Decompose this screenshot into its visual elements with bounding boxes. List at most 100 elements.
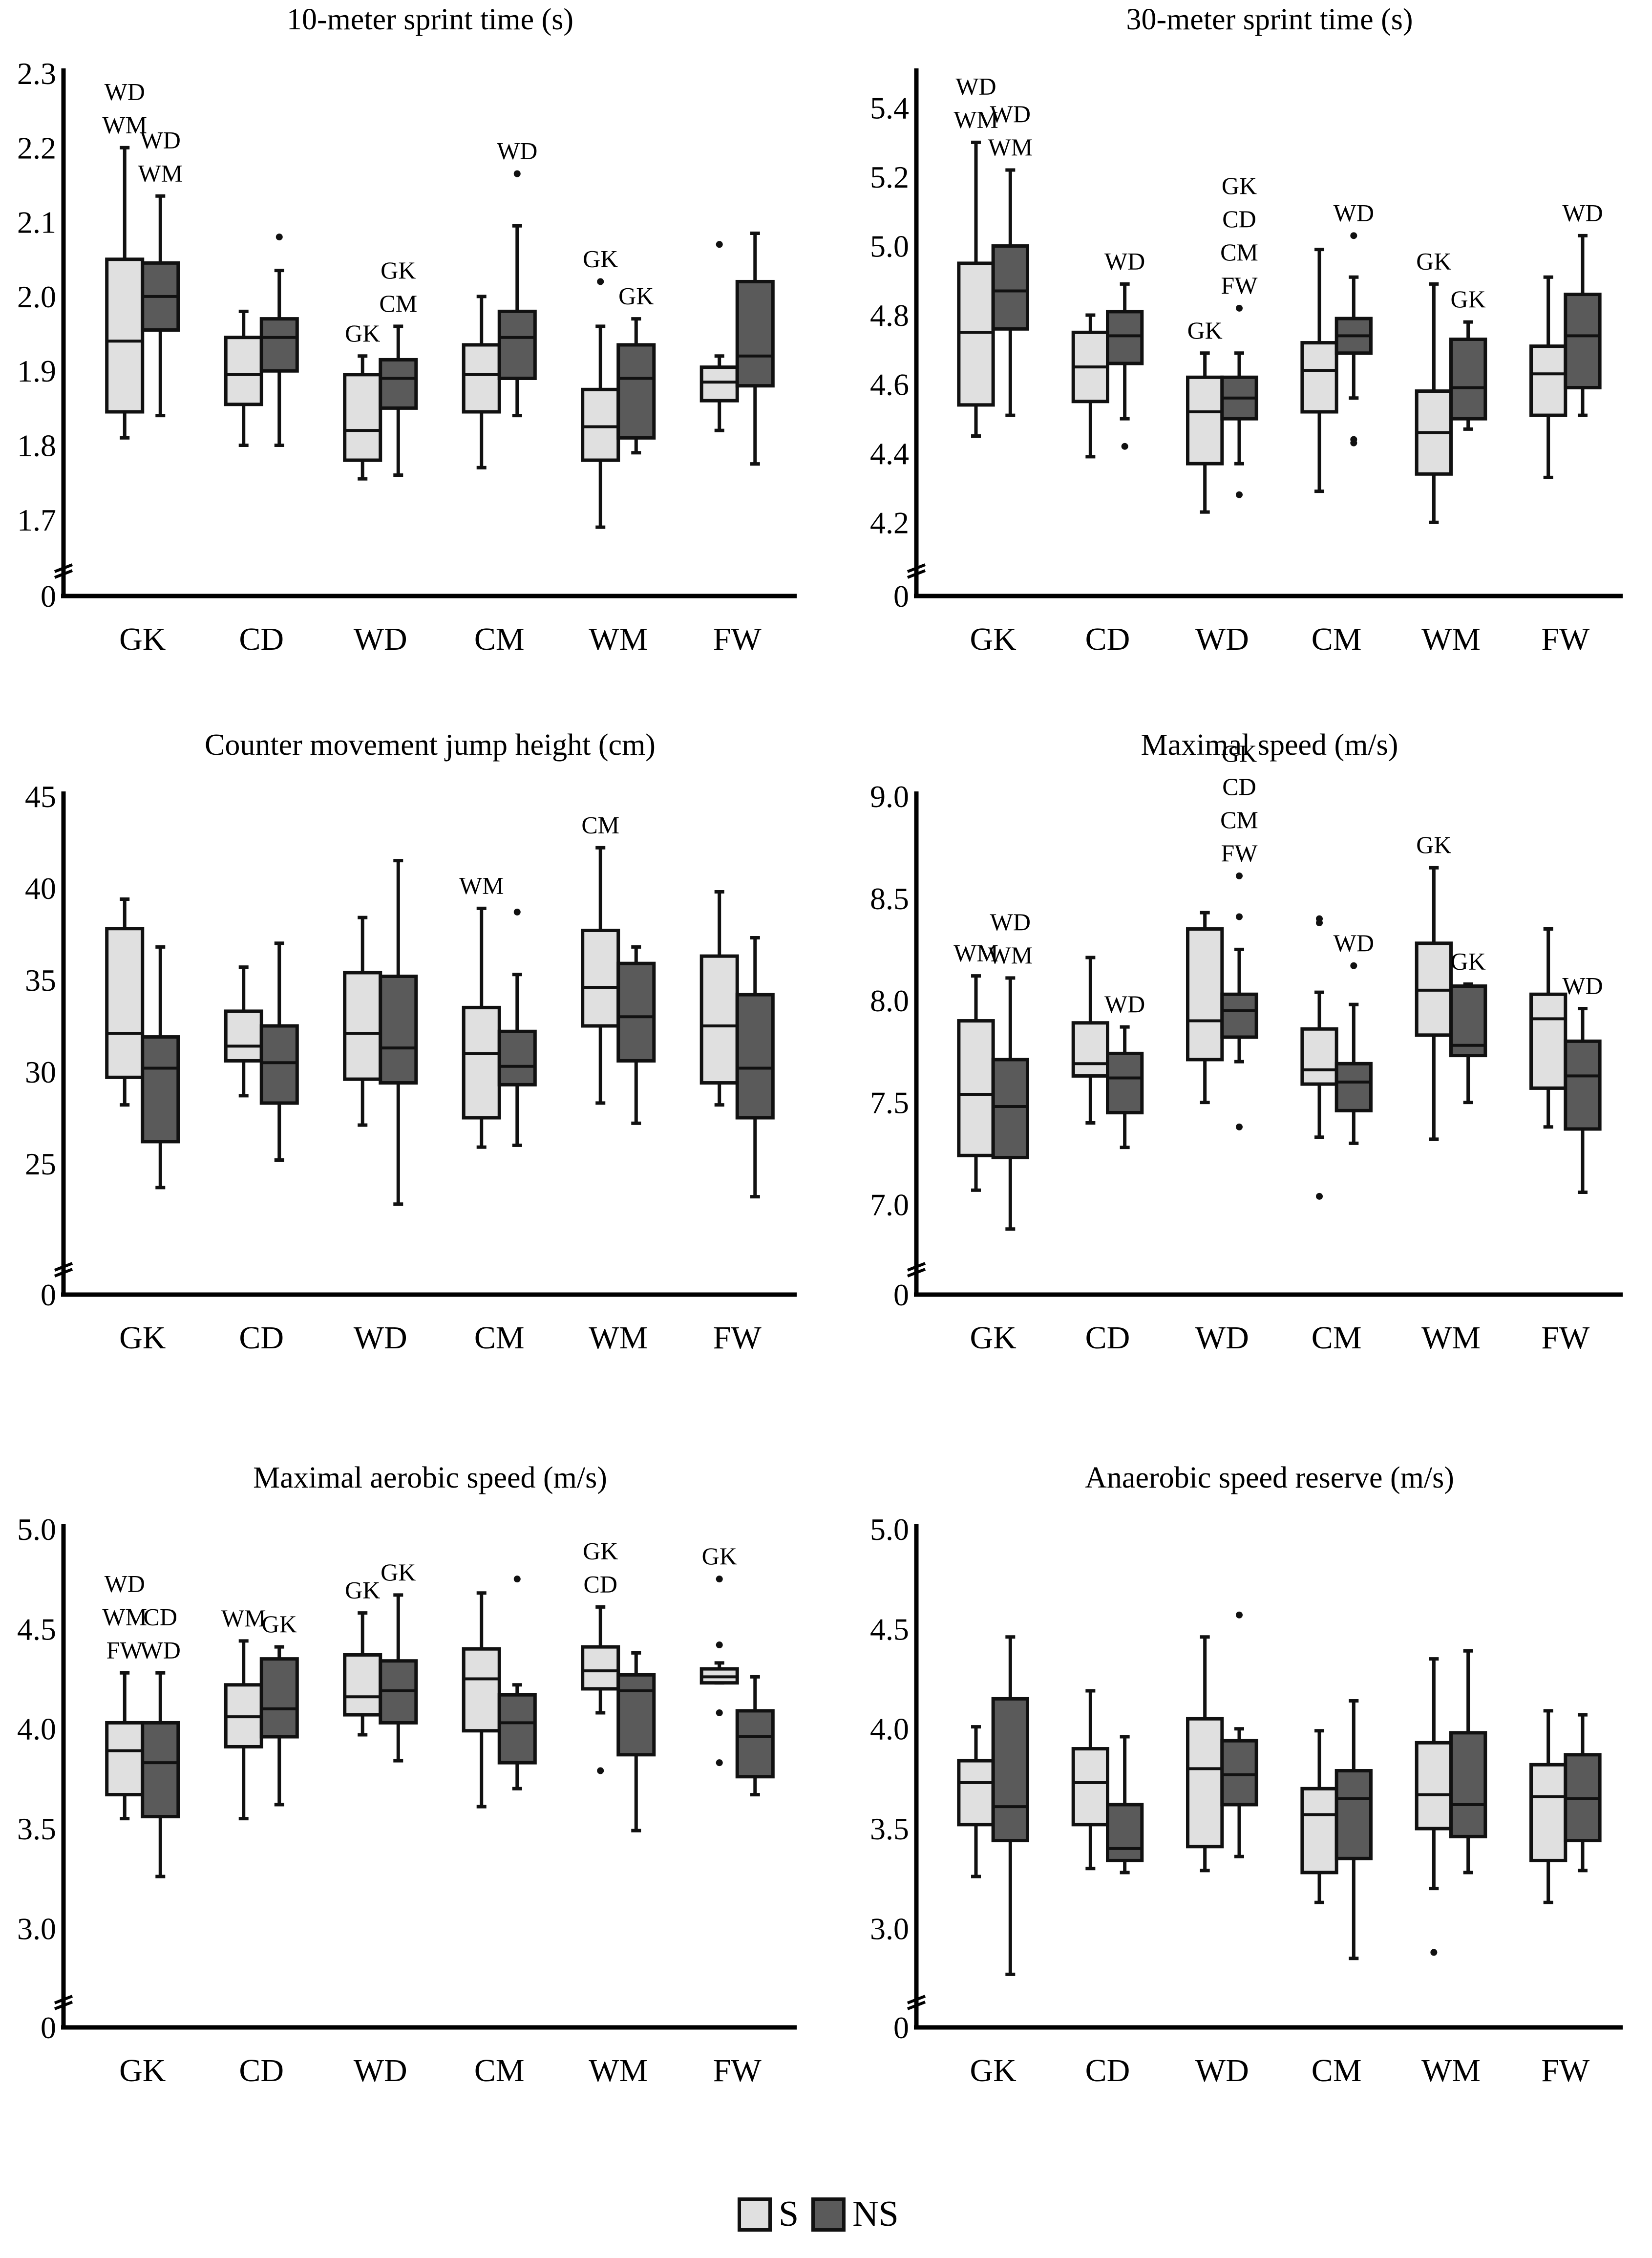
box-s — [462, 295, 501, 469]
iqr-box — [581, 928, 620, 1028]
box-s — [1529, 1709, 1567, 1904]
x-tick-label: CM — [1312, 1320, 1362, 1356]
iqr-box — [1220, 992, 1258, 1039]
y-tick-label: 2.0 — [17, 279, 56, 314]
box-ns — [379, 859, 418, 1206]
y-tick-label: 35 — [25, 963, 56, 998]
chart-svg: Anaerobic speed reserve (m/s) 0 3.0 3.5 4.0 4… — [870, 1461, 1623, 2088]
y-tick-label: 1.8 — [17, 428, 56, 463]
iqr-box — [1564, 293, 1602, 389]
panel-anaerobic-speed-reserve: Anaerobic speed reserve (m/s) 0 3.0 3.5 4.0 4… — [826, 1441, 1652, 2174]
box-s — [224, 965, 263, 1098]
significance-annotation: GK — [702, 1542, 737, 1570]
panel-30m-sprint: 30-meter sprint time (s) 0 4.2 4.4 4.6 4.8 5.0… — [826, 0, 1652, 708]
outlier-point — [1430, 1949, 1438, 1956]
outlier-point — [1235, 913, 1243, 920]
iqr-box — [1564, 1039, 1602, 1131]
box-ns: WD — [1562, 972, 1603, 1194]
significance-annotation: WM — [221, 1604, 266, 1632]
significance-annotation: GK — [1222, 172, 1257, 199]
significance-annotation: WD — [1334, 199, 1374, 226]
box-ns: WD — [497, 137, 537, 418]
box-s: WD WM — [953, 72, 998, 438]
x-tick-label: GK — [119, 2053, 166, 2088]
significance-annotation: WD — [1562, 199, 1603, 226]
box-s: GK — [1415, 247, 1453, 524]
panel-10m-sprint: 10-meter sprint time (s) 0 1.7 1.8 1.9 2.0 2.1… — [0, 0, 826, 708]
x-tick-label: GK — [970, 1320, 1017, 1356]
iqr-box — [1071, 1747, 1110, 1827]
y-tick-label: 2.1 — [17, 205, 56, 240]
iqr-box — [735, 993, 775, 1120]
significance-annotation: WD — [140, 1636, 181, 1663]
significance-annotation: GK — [1451, 947, 1486, 975]
box-s — [224, 309, 263, 447]
box-ns — [1106, 1735, 1144, 1875]
iqr-box — [1220, 1739, 1258, 1807]
x-tick-label: GK — [119, 621, 166, 657]
y-tick-label: 7.5 — [870, 1086, 909, 1120]
box-s: WD WM — [102, 78, 147, 440]
outlier-point — [716, 1576, 723, 1583]
panel-maximal-aerobic-speed: Maximal aerobic speed (m/s) 0 3.0 3.5 4.0 4.5… — [0, 1441, 826, 2174]
significance-annotation: GK — [1187, 317, 1223, 344]
outlier-point — [1316, 1193, 1323, 1200]
significance-annotation: GK — [583, 1537, 618, 1564]
outlier-point — [1316, 919, 1323, 927]
significance-annotation: CD — [1222, 205, 1256, 233]
outlier-point — [716, 241, 723, 248]
iqr-box — [462, 1647, 501, 1733]
box-s — [105, 897, 145, 1107]
y-tick-label: 7.0 — [870, 1188, 909, 1222]
outlier-point — [716, 1641, 723, 1649]
iqr-box — [1334, 1062, 1373, 1112]
significance-annotation: CD — [583, 1570, 617, 1598]
iqr-box — [991, 1058, 1029, 1159]
chart-title: Maximal aerobic speed (m/s) — [253, 1461, 607, 1494]
chart-svg: Maximal speed (m/s)07.07.58.08.59.0GKWMW… — [870, 728, 1623, 1356]
outlier-point — [513, 1576, 521, 1583]
box-s — [699, 890, 739, 1107]
axis-break-mark — [907, 569, 926, 579]
significance-annotation: CM — [379, 290, 417, 317]
box-s: WM — [953, 939, 998, 1192]
panel-cmj-height: Counter movement jump height (cm) 0 25 30 35… — [0, 708, 826, 1441]
significance-annotation: GK — [1222, 740, 1257, 767]
box-ns: GK — [616, 282, 656, 455]
outlier-point — [1350, 232, 1357, 239]
box-ns: WD WM — [138, 126, 183, 418]
significance-annotation: CD — [144, 1603, 177, 1630]
significance-annotation: WM — [988, 133, 1033, 161]
axis-break-mark — [907, 1995, 926, 2004]
box-s — [462, 1591, 501, 1809]
box-s — [1186, 1635, 1224, 1873]
y-tick-label: 40 — [25, 871, 56, 906]
significance-annotation: GK — [618, 282, 654, 310]
significance-annotation: WD — [1104, 990, 1145, 1018]
box-ns: CD WD — [140, 1603, 181, 1878]
y-tick-label: 0 — [41, 2010, 56, 2045]
significance-annotation: WD — [955, 72, 996, 100]
iqr-box — [259, 317, 299, 373]
axis-break-mark — [54, 2001, 73, 2010]
significance-annotation: CM — [1220, 238, 1258, 266]
outlier-point — [1235, 1123, 1243, 1130]
iqr-box — [105, 1721, 145, 1797]
axis-break-mark — [907, 1262, 926, 1272]
outlier-point — [597, 1767, 604, 1774]
box-ns: GK CM — [379, 256, 418, 477]
iqr-box — [105, 927, 145, 1079]
significance-annotation: WD — [990, 100, 1031, 128]
x-tick-label: CD — [1085, 1320, 1130, 1356]
iqr-box — [735, 1709, 775, 1779]
iqr-box — [1071, 1021, 1110, 1078]
significance-annotation: CD — [1222, 773, 1256, 800]
iqr-box — [1300, 1787, 1338, 1875]
x-tick-label: GK — [119, 1320, 166, 1356]
outlier-point — [1235, 872, 1243, 879]
significance-annotation: CM — [1220, 806, 1258, 833]
iqr-box — [1415, 1741, 1453, 1831]
y-tick-label: 5.4 — [870, 91, 909, 126]
significance-annotation: FW — [106, 1636, 144, 1663]
y-tick-label: 4.8 — [870, 298, 909, 333]
